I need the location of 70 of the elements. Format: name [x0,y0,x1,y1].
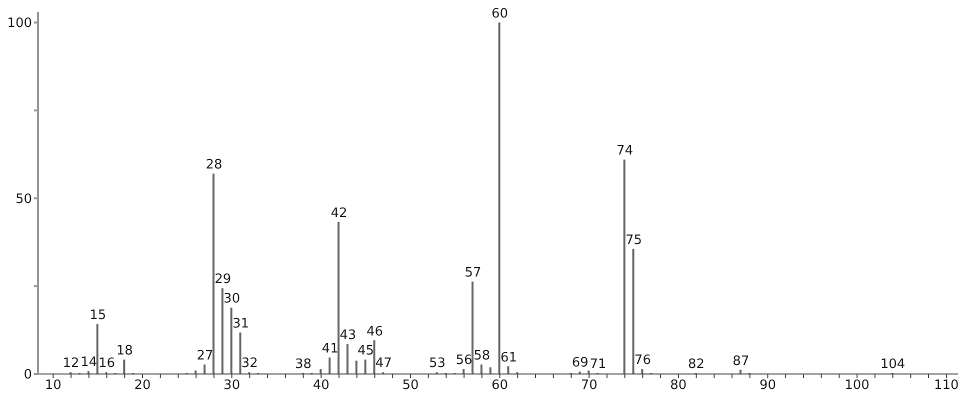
bar [355,360,358,374]
y-tick-label: 50 [15,192,32,207]
bar [96,324,98,374]
annotation: 18 [116,344,133,359]
annotation: 57 [464,266,482,281]
bar [507,366,510,374]
bar [472,282,474,374]
annotation: 75 [625,232,642,248]
bar [623,160,626,374]
annotation: 15 [90,308,106,324]
annotation: 71 [590,356,606,372]
x-tick-label: 60 [492,378,508,394]
annotation: 47 [375,356,392,372]
x-tick-label: 30 [224,378,240,394]
annotation: 28 [206,158,222,173]
annotation: 53 [428,356,446,372]
bar [346,344,348,374]
annotation: 32 [241,356,258,372]
bar [230,308,232,374]
annotation: 41 [322,341,338,356]
bar [480,364,482,374]
annotation: 43 [340,328,356,344]
bar [338,222,340,374]
bar [239,332,242,374]
bar [462,369,465,374]
annotation: 14 [80,355,98,370]
bar [364,360,366,374]
bar [489,367,492,374]
annotation: 69 [572,356,588,371]
annotation: 82 [688,356,705,372]
x-tick-label: 70 [580,378,598,394]
bar [123,360,126,374]
annotation: 12 [62,356,80,372]
x-tick-label: 10 [44,378,62,394]
annotation: 60 [492,6,508,22]
annotation: 56 [456,353,472,368]
annotation: 29 [214,272,232,288]
bar [373,340,376,374]
annotation: 45 [358,344,374,359]
annotation: 16 [98,356,116,372]
annotation: 27 [196,348,214,364]
annotation: 46 [366,324,384,340]
x-tick-label: 40 [312,378,330,394]
annotation: 31 [232,316,250,332]
annotation: 74 [616,144,634,159]
x-tick-label: 20 [134,378,151,394]
annotation: 30 [224,292,240,307]
x-tick-label: 100 [844,378,870,394]
x-tick-label: 90 [759,378,776,394]
y-tick-label: 100 [7,16,32,32]
bar [221,288,224,374]
annotation: 87 [732,354,750,369]
x-tick-label: 50 [402,378,419,394]
annotation: 42 [330,206,348,221]
y-tick-label: 0 [24,368,32,383]
x-tick-label: 110 [934,378,959,394]
bar [328,357,331,374]
x-tick-label: 80 [670,378,687,394]
bar [320,369,322,374]
bar [212,174,214,374]
annotation: 38 [295,356,312,372]
bar [641,369,644,374]
bar [632,248,634,374]
bar [204,364,206,374]
annotation: 104 [880,356,906,372]
bar [87,371,90,374]
annotation: 58 [474,348,490,364]
annotation: 61 [500,350,517,366]
annotation: 76 [634,353,651,368]
bar [498,22,500,374]
